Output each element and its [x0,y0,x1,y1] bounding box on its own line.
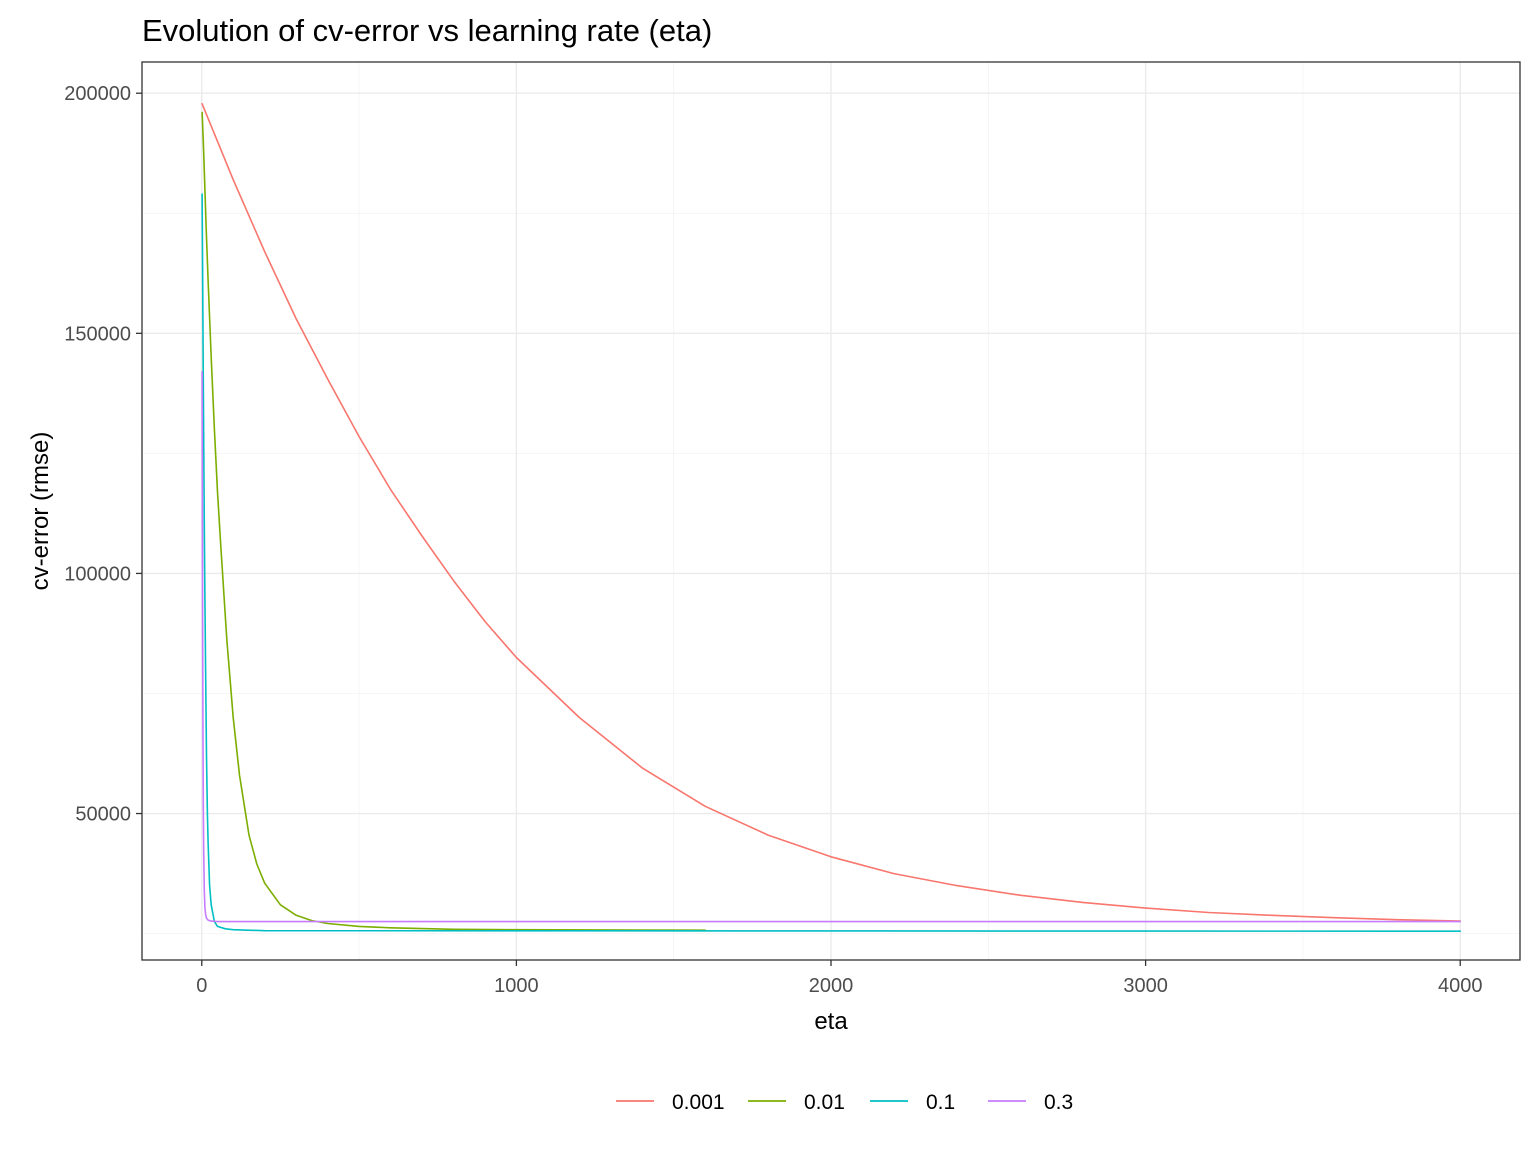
grid [142,62,1520,960]
legend-label-0.1: 0.1 [926,1091,955,1114]
x-axis-title: eta [814,1008,848,1035]
series-line-0.3 [201,370,1461,923]
x-tick-label-1: 1000 [494,975,539,997]
y-tick-label-2: 150000 [64,323,131,345]
x-tick-label-4: 4000 [1438,975,1483,997]
x-tick-label-2: 2000 [809,975,854,997]
legend-label-0.01: 0.01 [804,1091,845,1114]
series-line-0.01 [201,111,706,931]
y-tick-label-1: 100000 [64,563,131,585]
series-layer [201,103,1461,932]
x-tick-label-0: 0 [196,975,207,997]
x-tick-label-3: 3000 [1123,975,1168,997]
axes: 0 1000 2000 3000 4000 50000 100000 150000 200000 [64,83,1482,997]
legend-label-0.3: 0.3 [1044,1091,1073,1114]
legend-label-0.001: 0.001 [672,1091,725,1114]
y-tick-label-3: 200000 [64,83,131,105]
y-tick-label-0: 50000 [75,804,131,826]
chart-title: Evolution of cv-error vs learning rate (… [142,13,712,48]
series-line-0.001 [201,103,1461,922]
y-axis-title: cv-error (rmse) [27,432,54,591]
legend: 0.001 0.01 0.1 0.3 [616,1091,1073,1114]
series-line-0.1 [201,193,1461,932]
